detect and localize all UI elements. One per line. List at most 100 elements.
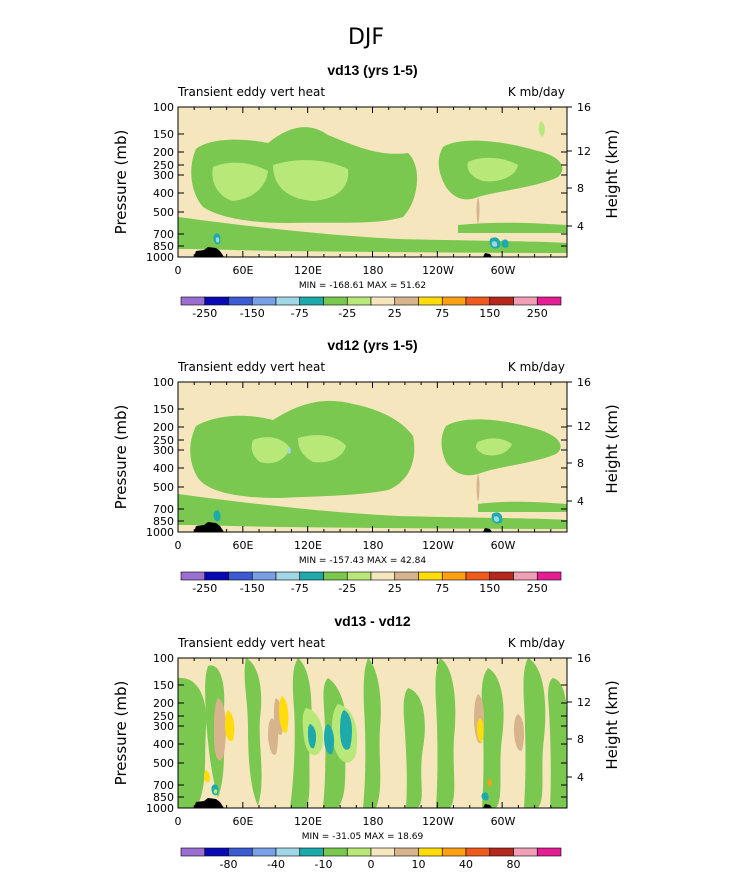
y-tick-label: 150: [153, 128, 174, 141]
colorbar-swatch: [346, 847, 372, 857]
colorbar-swatch: [536, 571, 562, 581]
colorbar-swatch: [204, 847, 229, 857]
y-tick-label: 100: [153, 652, 174, 665]
topography-americas: [483, 253, 492, 257]
x-tick-label: 120E: [294, 264, 322, 277]
x-tick-label: 60E: [233, 815, 254, 828]
y-tick-label: 300: [153, 169, 174, 182]
contour-region-3: [273, 160, 349, 201]
contour-region-6: [178, 217, 567, 253]
contour-region-27: [213, 789, 218, 794]
contour-region-2: [212, 162, 268, 201]
min-max-stats: MIN = -168.61 MAX = 51.62: [299, 281, 426, 291]
panel-units-label: K mb/day: [508, 636, 565, 650]
y-tick-label: 200: [153, 697, 174, 710]
colorbar-swatch: [251, 296, 277, 306]
topography-asia: [194, 798, 224, 808]
contour-region-5: [467, 157, 518, 182]
contour-region-11: [548, 678, 567, 808]
contour-region-12: [491, 241, 498, 247]
y-tick-label: 850: [153, 515, 174, 528]
colorbar-swatch: [275, 571, 301, 581]
y-tick-label: 500: [153, 481, 174, 494]
colorbar-swatch: [228, 571, 253, 581]
contour-region-18: [308, 724, 317, 749]
x-tick-label: 180: [363, 815, 384, 828]
y-tick-label: 700: [153, 503, 174, 516]
contour-region-7: [458, 222, 567, 233]
x-tick-label: 60W: [491, 815, 516, 828]
panel-title: vd13 - vd12: [334, 613, 410, 629]
contour-region-13: [225, 710, 235, 742]
panel-units-label: K mb/day: [508, 360, 565, 374]
y2-tick-label: 8: [577, 457, 584, 470]
colorbar-swatch: [275, 847, 301, 857]
colorbar-swatch: [180, 296, 206, 306]
colorbar-tick-label: -10: [315, 858, 333, 871]
y-tick-label: 700: [153, 779, 174, 792]
y-tick-label: 150: [153, 403, 174, 416]
contour-region-11: [493, 516, 500, 522]
y-tick-label: 200: [153, 146, 174, 159]
colorbar-tick-label: 250: [527, 307, 548, 320]
y-tick-label: 850: [153, 240, 174, 253]
panel-title: vd13 (yrs 1-5): [327, 62, 417, 78]
colorbar: -80 -40 -10 0 10 40 80: [180, 847, 562, 871]
colorbar-tick-label: 25: [388, 307, 402, 320]
x-tick-label: 60E: [233, 264, 254, 277]
panel-left-label: Transient eddy vert heat: [177, 636, 325, 650]
colorbar-tick-label: 10: [412, 858, 426, 871]
colorbar: -250 -150 -75 -25 25 75 150 250: [180, 571, 562, 595]
panel-left-label: Transient eddy vert heat: [177, 360, 325, 374]
y-tick-label: 500: [153, 206, 174, 219]
colorbar-tick-label: -25: [338, 307, 356, 320]
x-tick-label: 120W: [422, 815, 454, 828]
panel-3: vd13 - vd12 Transient eddy vert heat K mb/…: [112, 613, 621, 871]
contour-region-12: [476, 474, 480, 502]
contour-region-4: [290, 658, 312, 808]
contour-region-10: [215, 237, 220, 243]
contour-field: [178, 658, 567, 808]
colorbar-swatch: [441, 296, 467, 306]
colorbar-swatch: [370, 571, 396, 581]
panel-units-label: K mb/day: [508, 85, 565, 99]
colorbar-tick-label: -250: [192, 307, 217, 320]
colorbar-swatch: [513, 571, 538, 581]
y-tick-label: 300: [153, 444, 174, 457]
y-axis-title: Pressure (mb): [112, 405, 130, 510]
x-tick-label: 120W: [422, 539, 454, 552]
panel-title: vd12 (yrs 1-5): [327, 337, 417, 353]
panel-2: vd12 (yrs 1-5)Transient eddy vert heat K …: [112, 337, 621, 595]
y-tick-label: 100: [153, 101, 174, 114]
x-tick-label: 60W: [491, 539, 516, 552]
colorbar-swatch: [394, 296, 419, 306]
y2-axis-title: Height (km): [603, 680, 621, 769]
topography-asia: [194, 522, 224, 532]
colorbar-swatch: [299, 296, 324, 306]
colorbar-swatch: [370, 296, 396, 306]
x-tick-label: 180: [363, 539, 384, 552]
colorbar-swatch: [536, 296, 562, 306]
topography-asia: [194, 247, 224, 257]
contour-region-14: [476, 197, 480, 225]
contour-region-8: [435, 658, 456, 808]
y2-axis-title: Height (km): [603, 129, 621, 218]
colorbar-tick-label: -80: [220, 858, 238, 871]
contour-region-8: [538, 121, 545, 137]
y-tick-label: 150: [153, 679, 174, 692]
y-tick-label: 100: [153, 376, 174, 389]
colorbar-swatch: [323, 847, 348, 857]
y-tick-label: 400: [153, 738, 174, 751]
colorbar-swatch: [299, 571, 324, 581]
colorbar-swatch: [204, 571, 229, 581]
colorbar-tick-label: -40: [267, 858, 285, 871]
colorbar-swatch: [251, 571, 277, 581]
y2-tick-label: 12: [577, 145, 591, 158]
contour-region-8: [287, 447, 291, 454]
y-tick-label: 1000: [146, 802, 174, 815]
colorbar-swatch: [180, 571, 206, 581]
y-tick-label: 250: [153, 159, 174, 172]
y-tick-label: 400: [153, 187, 174, 200]
y2-tick-label: 16: [577, 101, 591, 114]
colorbar-swatch: [489, 571, 514, 581]
